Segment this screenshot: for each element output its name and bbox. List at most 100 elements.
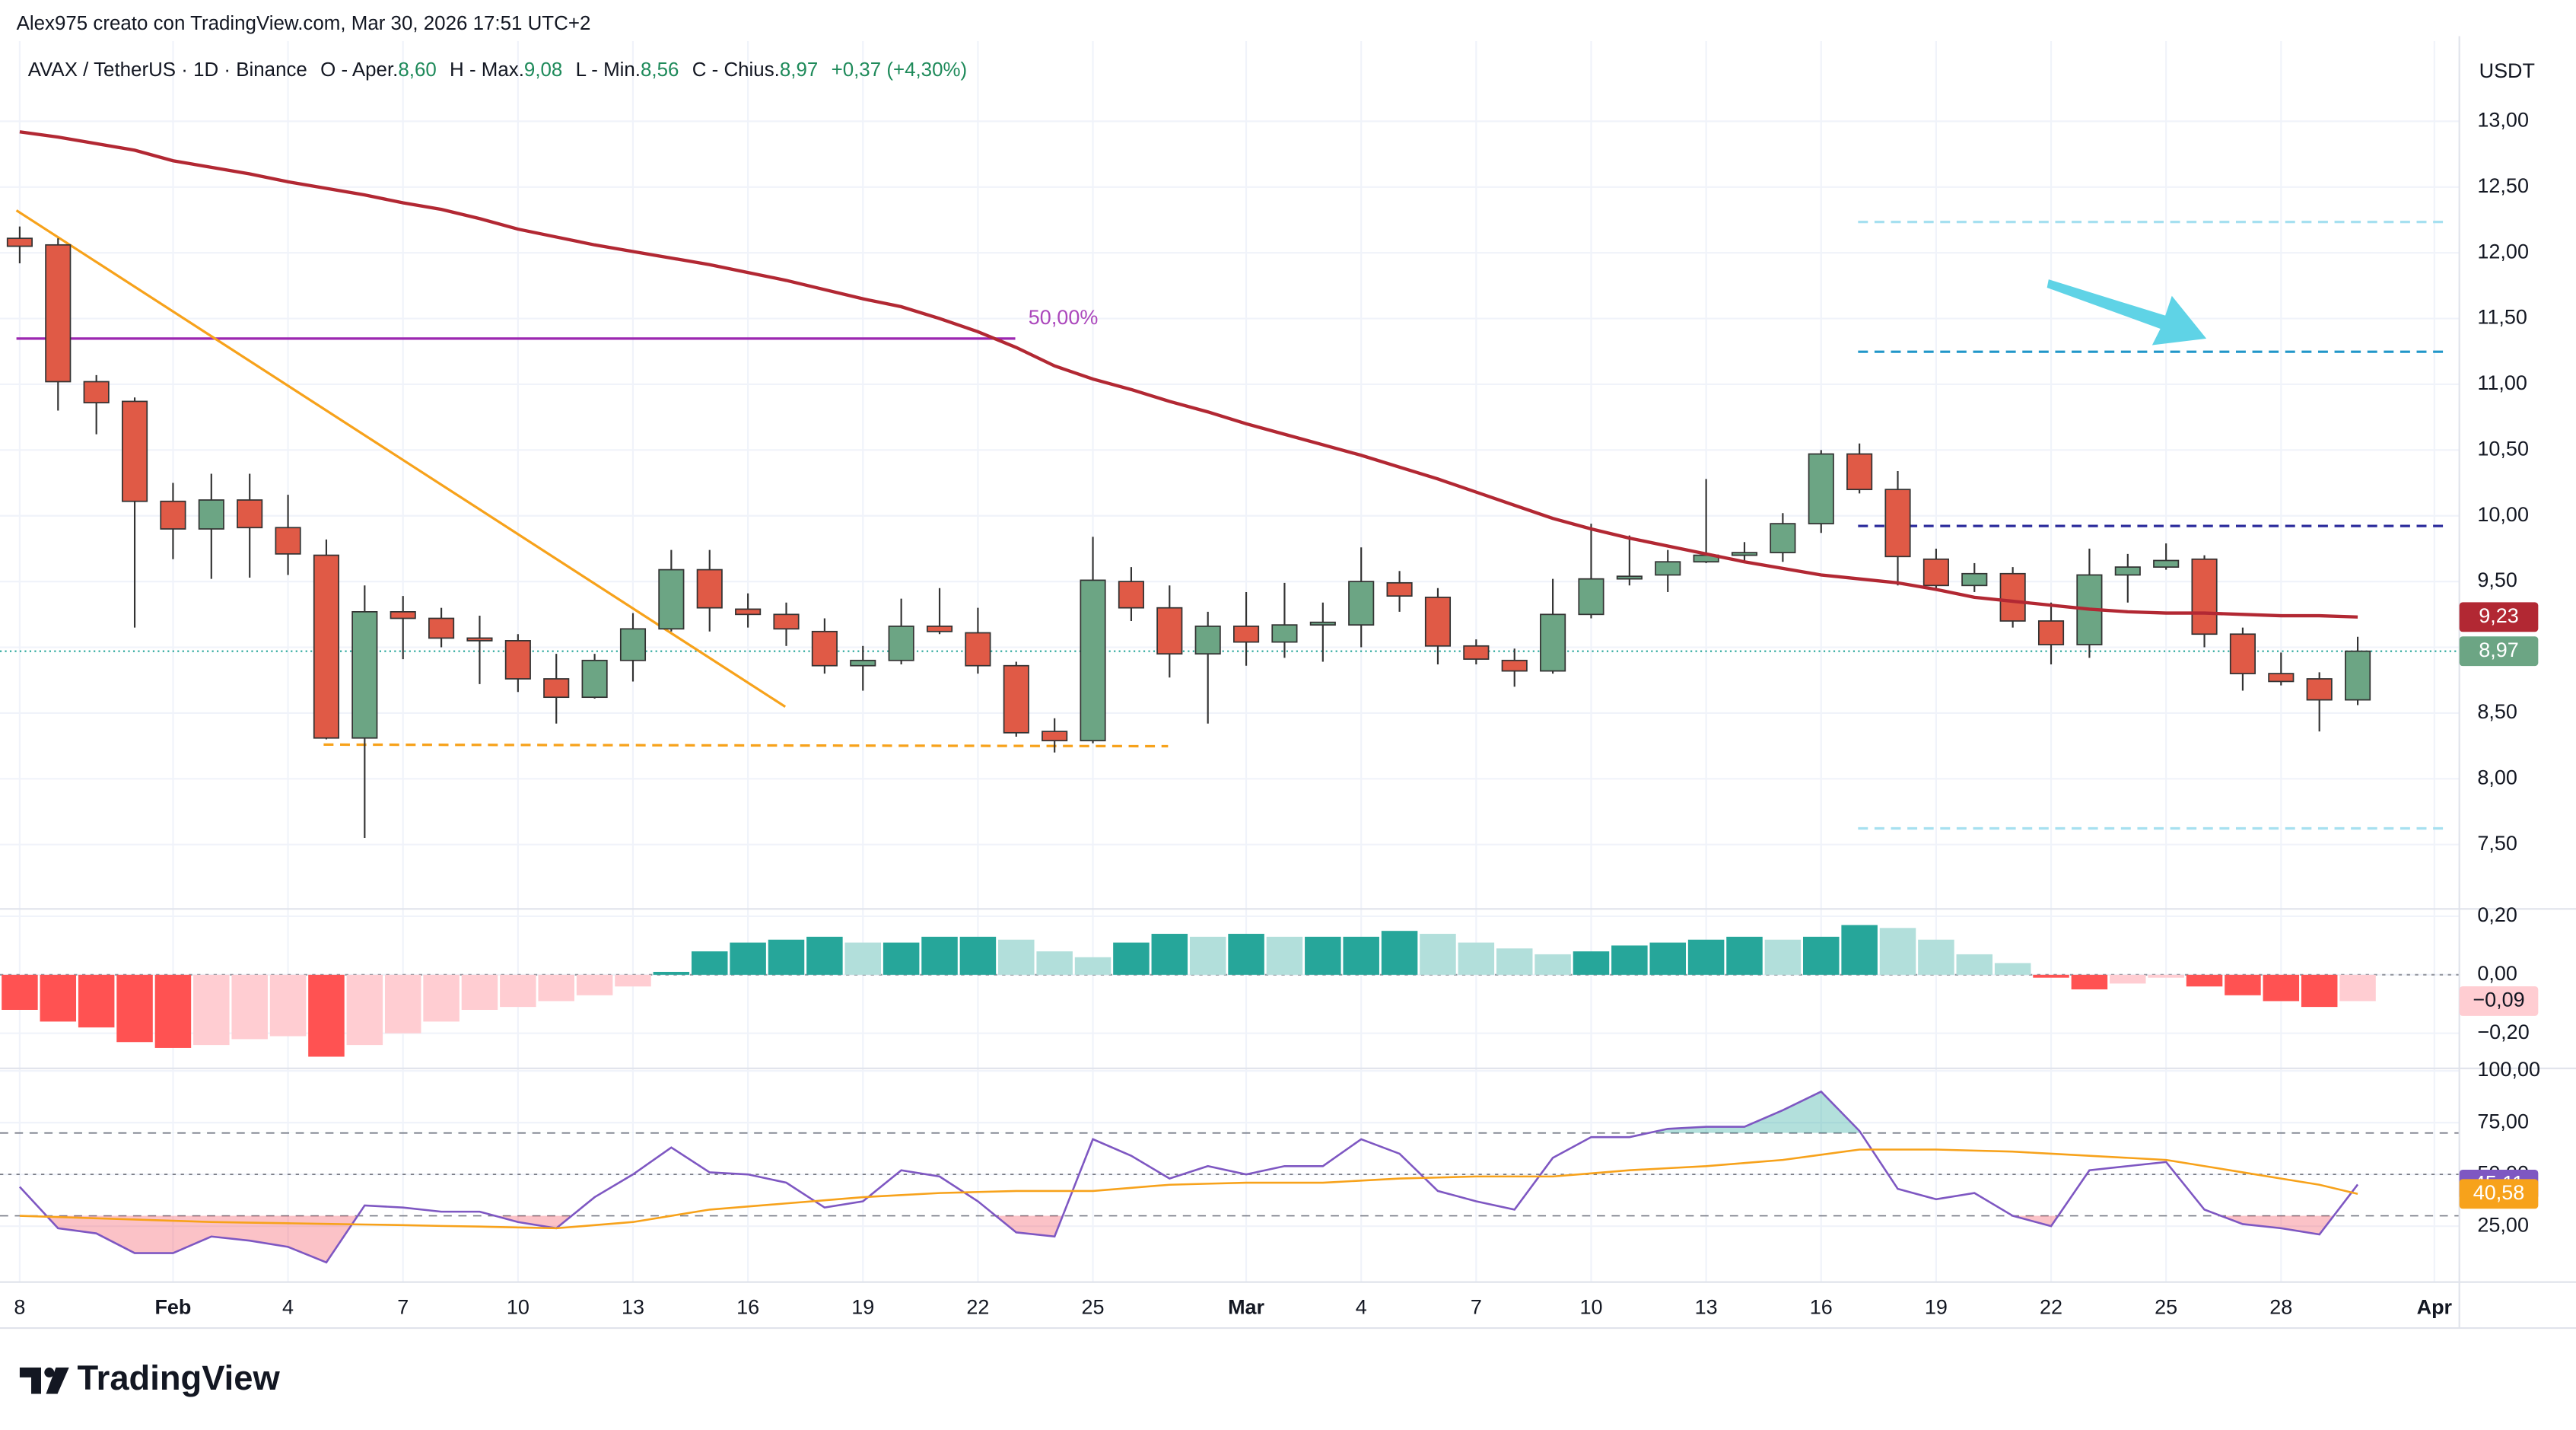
macd-bar <box>1611 945 1648 975</box>
macd-bar <box>1764 939 1802 975</box>
drawings: 50,00% <box>15 209 2445 830</box>
macd-bar <box>116 974 153 1043</box>
logo-icon <box>19 1367 41 1394</box>
x-tick-label: 16 <box>736 1295 759 1318</box>
macd-bar <box>998 939 1035 975</box>
macd-bar <box>384 974 421 1033</box>
macd-bar <box>1649 942 1686 975</box>
macd-bar <box>921 936 958 975</box>
y-tick-label: 8,00 <box>2477 766 2517 788</box>
macd-bar <box>2301 974 2338 1008</box>
macd-bar <box>2033 974 2069 978</box>
field-label: L - Min. <box>576 59 641 81</box>
candle-body <box>1233 626 1260 643</box>
value-box-label: 9,23 <box>2479 604 2519 627</box>
macd-bar <box>1879 928 1916 975</box>
y-tick-label: 7,50 <box>2477 832 2517 855</box>
y-tick-label: 25,00 <box>2477 1213 2529 1236</box>
rsi-ma-line <box>19 1148 2358 1230</box>
marks-layer <box>2 130 2376 1264</box>
x-tick-label: 28 <box>2269 1295 2292 1318</box>
macd-bar <box>691 951 728 975</box>
candle-body <box>390 611 416 619</box>
macd-bar <box>576 974 613 995</box>
candle-body <box>1884 489 1911 558</box>
x-tick-label: 4 <box>282 1295 294 1318</box>
macd-bar <box>2225 974 2261 995</box>
candle-body <box>1731 552 1758 556</box>
value-box <box>2459 636 2539 667</box>
macd-bar <box>193 974 230 1046</box>
axes-layer: USDT 7,508,008,509,009,5010,0010,5011,00… <box>0 36 2576 1330</box>
macd-bar <box>2148 974 2184 978</box>
value-box-label: −0,09 <box>2473 989 2524 1011</box>
x-tick-label: 7 <box>1471 1295 1482 1318</box>
candle-body <box>1616 575 1643 580</box>
candle-body <box>1961 572 1988 587</box>
candle-body <box>1540 613 1566 672</box>
candle-body <box>1271 624 1298 643</box>
candle-body <box>428 617 455 639</box>
symbol: AVAX / TetherUS · 1D · Binance <box>28 59 307 81</box>
fib-label: 50,00% <box>1029 306 1099 329</box>
y-tick-label: 8,50 <box>2477 700 2517 723</box>
candle-body <box>2114 566 2141 576</box>
field-value: 9,08 <box>524 59 562 81</box>
y-tick-label: 75,00 <box>2477 1110 2529 1132</box>
candle-body <box>696 568 723 609</box>
x-tick-label: 25 <box>1082 1295 1105 1318</box>
x-tick-label: Feb <box>154 1295 191 1318</box>
candle-body <box>965 632 991 667</box>
macd-bar <box>1496 948 1533 975</box>
candle-body <box>1424 596 1452 647</box>
rsi-oversold-fill <box>19 1215 2358 1263</box>
rsi-overbought-fill <box>19 1091 2358 1133</box>
candle-body <box>504 640 531 680</box>
candle-body <box>237 499 263 529</box>
macd-bar <box>2071 974 2108 990</box>
macd-bar <box>1113 942 1150 975</box>
macd-bar <box>1420 934 1456 975</box>
y-tick-label: 12,00 <box>2477 240 2529 263</box>
macd-bar <box>2339 974 2376 1002</box>
candle-body <box>1922 558 1949 587</box>
macd-bar <box>883 942 920 975</box>
candle-body <box>2191 558 2218 635</box>
candle-body <box>811 630 838 667</box>
candle-body <box>1156 607 1183 655</box>
macd-bar <box>231 974 268 1040</box>
macd-bar <box>1841 925 1878 975</box>
x-tick-label: 10 <box>1579 1295 1602 1318</box>
y-tick-label: 11,50 <box>2477 306 2527 329</box>
candle-body <box>1003 664 1029 734</box>
candle-body <box>160 500 186 530</box>
candle-body <box>1655 561 1681 576</box>
change: +0,37 (+4,30%) <box>832 59 968 81</box>
candle-body <box>658 568 685 630</box>
x-tick-label: 22 <box>2040 1295 2062 1318</box>
candle-body <box>888 626 914 661</box>
candle-body <box>1194 626 1221 655</box>
macd-bar <box>2186 974 2223 987</box>
legend-header: AVAX / TetherUS · 1D · Binance O - Aper.8… <box>28 59 967 81</box>
macd-bar <box>1151 934 1188 975</box>
x-tick-label: Apr <box>2417 1295 2453 1318</box>
arrow <box>2046 279 2207 346</box>
y-tick-label: 12,50 <box>2477 174 2529 197</box>
x-tick-label: 19 <box>1925 1295 1948 1318</box>
x-tick-label: 10 <box>507 1295 530 1318</box>
macd-bar <box>1381 931 1418 975</box>
x-tick-label: 19 <box>851 1295 874 1318</box>
value-box-label: 8,97 <box>2479 639 2519 661</box>
x-tick-label: 13 <box>622 1295 644 1318</box>
candle-body <box>2345 650 2371 701</box>
candle-body <box>6 237 33 247</box>
grid-layer <box>0 40 2460 1282</box>
macd-bar <box>1573 951 1610 975</box>
macd-bar <box>538 974 574 1002</box>
field-value: 8,56 <box>641 59 679 81</box>
macd-bar <box>1803 936 1840 975</box>
macd-bar <box>806 936 843 975</box>
macd-bar <box>1956 954 1993 975</box>
